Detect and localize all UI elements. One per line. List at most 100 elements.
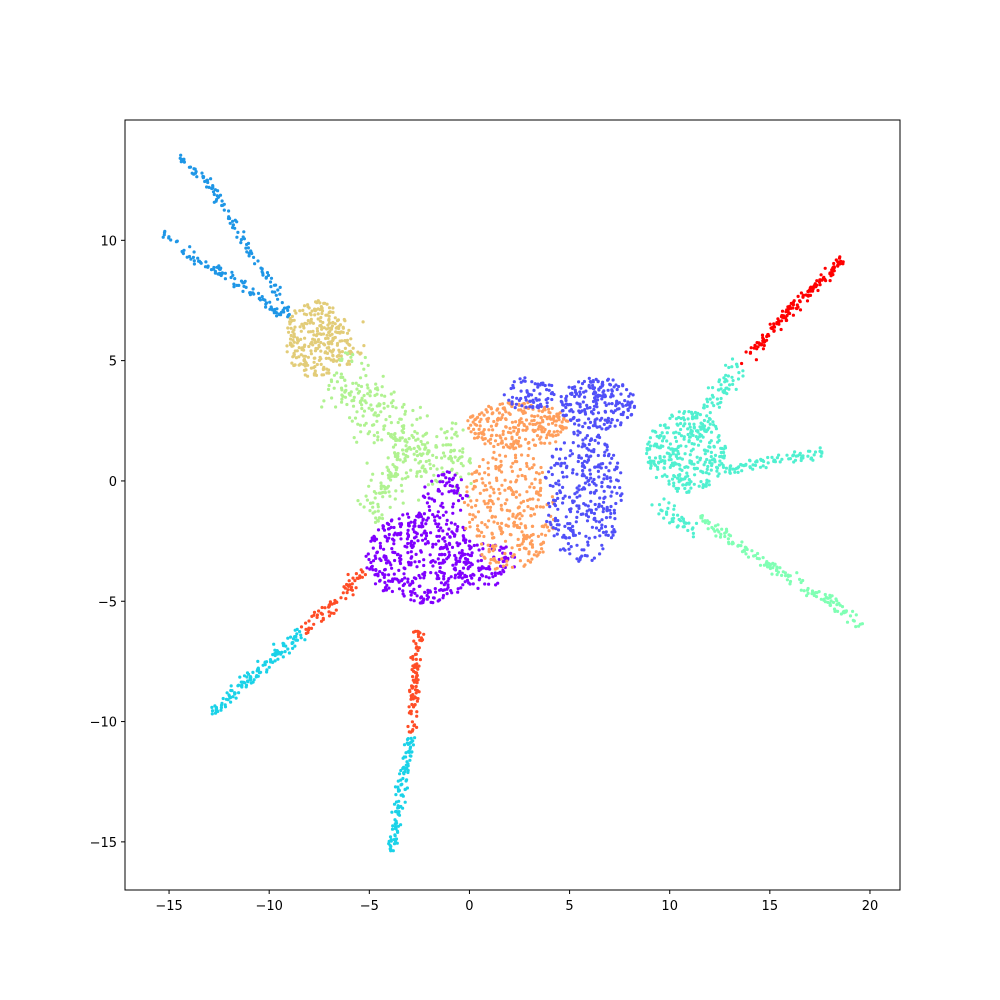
scatter-point (340, 393, 344, 397)
scatter-point (569, 418, 573, 422)
scatter-point (441, 513, 445, 517)
scatter-point (619, 392, 623, 396)
scatter-point (816, 288, 820, 293)
scatter-point (838, 262, 842, 266)
scatter-point (284, 644, 288, 648)
scatter-point (252, 255, 256, 259)
scatter-point (466, 558, 470, 562)
scatter-point (494, 476, 499, 480)
scatter-point (491, 502, 495, 506)
scatter-point (242, 674, 247, 678)
scatter-point (447, 550, 451, 554)
scatter-point (393, 452, 397, 456)
scatter-point (529, 533, 534, 538)
scatter-point (591, 399, 596, 404)
scatter-point (500, 402, 505, 406)
scatter-point (700, 514, 705, 518)
scatter-point (303, 343, 307, 347)
scatter-point (271, 653, 275, 657)
scatter-point (727, 540, 731, 544)
scatter-point (365, 498, 369, 502)
scatter-point (553, 504, 558, 508)
scatter-point (205, 185, 209, 189)
scatter-point (406, 551, 410, 555)
scatter-point (440, 473, 444, 477)
scatter-point (512, 524, 516, 528)
scatter-point (751, 467, 755, 471)
scatter-point (425, 518, 429, 522)
scatter-point (268, 307, 272, 311)
scatter-point (453, 455, 457, 459)
scatter-point (503, 488, 507, 492)
scatter-point (587, 426, 592, 430)
scatter-point (466, 503, 470, 507)
scatter-point (589, 490, 593, 494)
scatter-point (615, 401, 619, 405)
scatter-point (297, 346, 301, 350)
scatter-point (239, 241, 243, 245)
scatter-point (588, 472, 593, 476)
scatter-point (602, 500, 606, 504)
scatter-point (244, 246, 248, 250)
scatter-point (602, 453, 607, 458)
scatter-point (598, 534, 602, 538)
scatter-point (664, 426, 668, 430)
scatter-point (413, 736, 417, 740)
scatter-point (390, 827, 395, 831)
scatter-point (448, 454, 452, 459)
scatter-point (387, 573, 391, 577)
scatter-point (338, 354, 342, 358)
scatter-point (335, 341, 340, 346)
scatter-point (320, 605, 324, 610)
scatter-point (531, 398, 535, 402)
scatter-point (702, 424, 707, 428)
scatter-point (705, 481, 709, 485)
scatter-point (424, 522, 428, 526)
scatter-point (438, 553, 442, 557)
scatter-point (455, 491, 459, 495)
scatter-point (413, 458, 417, 462)
scatter-point (329, 611, 333, 615)
scatter-point (480, 436, 484, 440)
scatter-point (545, 404, 549, 408)
scatter-point (741, 369, 745, 373)
scatter-point (713, 458, 717, 462)
scatter-point (777, 319, 781, 323)
cluster-16 (721, 446, 824, 475)
scatter-point (278, 285, 282, 289)
scatter-point (707, 416, 712, 421)
scatter-point (367, 557, 371, 562)
scatter-point (537, 404, 541, 408)
scatter-point (553, 463, 557, 467)
scatter-point (395, 841, 399, 845)
scatter-point (661, 444, 665, 448)
scatter-point (575, 472, 579, 476)
scatter-point (683, 452, 687, 456)
scatter-point (834, 597, 838, 601)
scatter-point (486, 543, 490, 547)
scatter-point (288, 337, 293, 341)
scatter-point (609, 536, 614, 540)
scatter-point (441, 480, 445, 484)
scatter-point (472, 543, 476, 548)
scatter-point (297, 355, 301, 359)
scatter-point (684, 465, 689, 469)
scatter-point (402, 566, 406, 570)
scatter-point (396, 789, 401, 793)
scatter-point (417, 560, 421, 564)
scatter-point (396, 420, 400, 425)
scatter-point (611, 378, 615, 382)
scatter-point (462, 500, 467, 505)
scatter-point (609, 511, 613, 516)
scatter-point (662, 455, 666, 459)
scatter-point (402, 755, 406, 759)
scatter-point (702, 403, 706, 407)
scatter-point (492, 520, 496, 524)
scatter-point (571, 533, 576, 538)
scatter-point (313, 369, 317, 373)
scatter-point (318, 332, 322, 336)
scatter-point (509, 551, 513, 556)
scatter-point (559, 395, 563, 399)
scatter-point (326, 336, 330, 340)
scatter-point (420, 442, 424, 446)
